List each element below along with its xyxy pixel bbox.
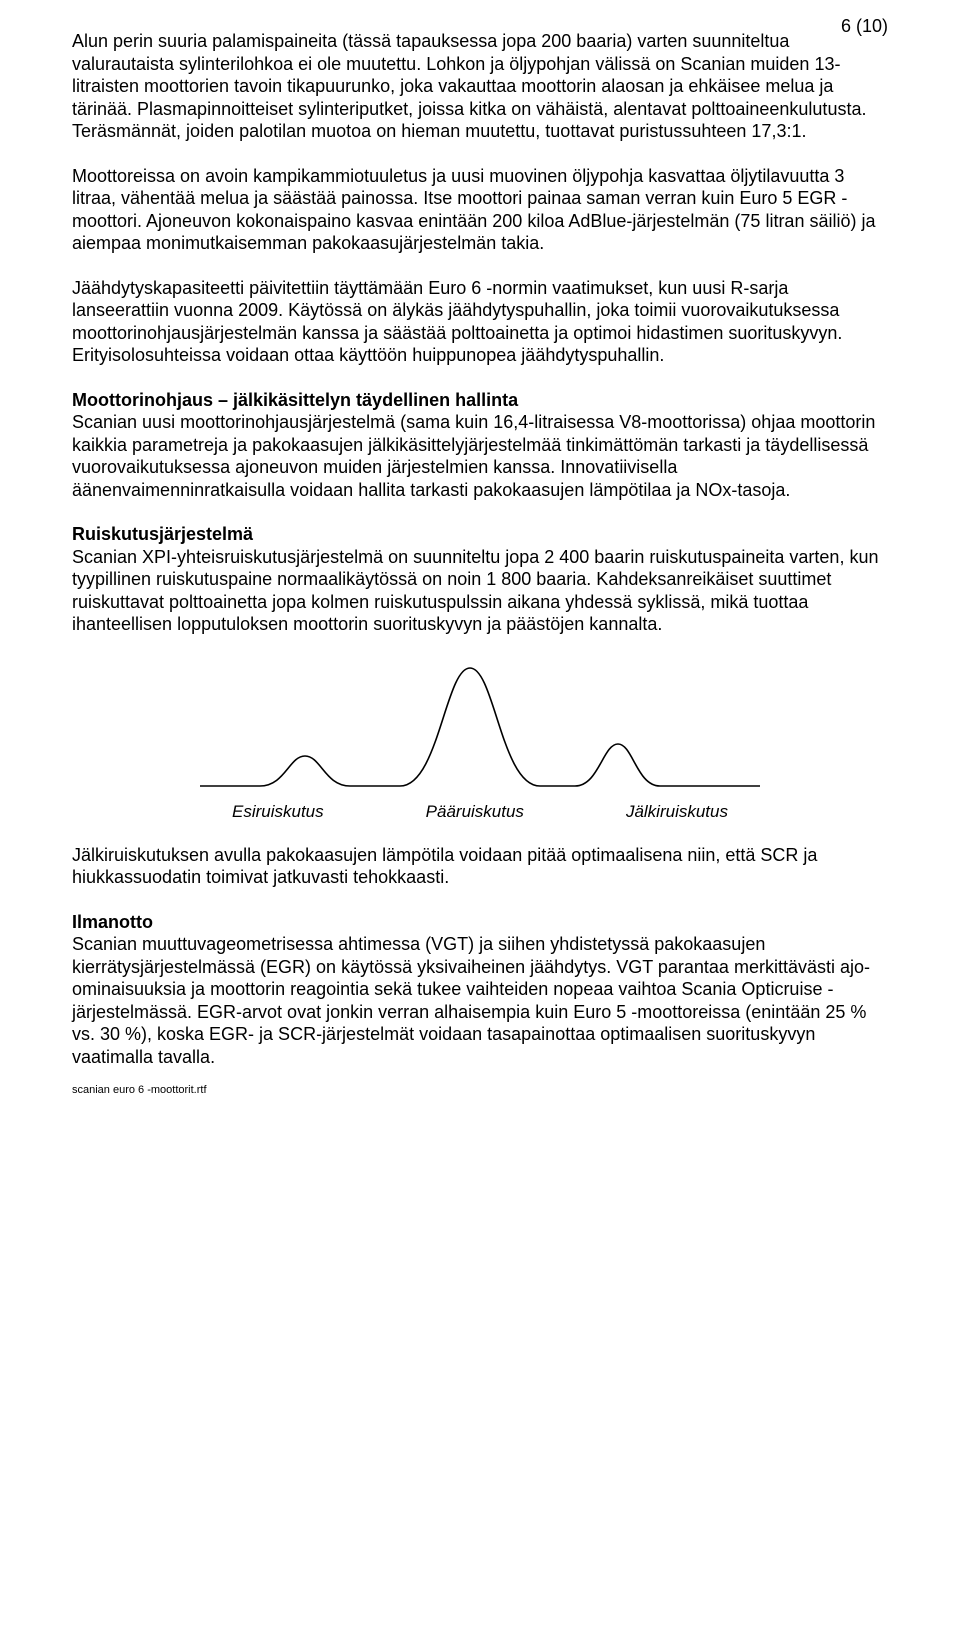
- heading-injection-system: Ruiskutusjärjestelmä: [72, 523, 888, 546]
- chart-label-main: Pääruiskutus: [426, 802, 524, 822]
- paragraph-1: Alun perin suuria palamispaineita (tässä…: [72, 30, 888, 143]
- paragraph-5: Scanian XPI-yhteisruiskutusjärjestelmä o…: [72, 546, 888, 636]
- footer-filename: scanian euro 6 -moottorit.rtf: [72, 1084, 207, 1096]
- page: 6 (10) Alun perin suuria palamispaineita…: [0, 0, 960, 1110]
- injection-pulse-chart: [200, 658, 760, 798]
- paragraph-3: Jäähdytyskapasiteetti päivitettiin täytt…: [72, 277, 888, 367]
- injection-pulse-svg: [200, 658, 760, 798]
- paragraph-6: Jälkiruiskutuksen avulla pakokaasujen lä…: [72, 844, 888, 889]
- heading-air-intake: Ilmanotto: [72, 911, 888, 934]
- paragraph-2: Moottoreissa on avoin kampikammiotuuletu…: [72, 165, 888, 255]
- paragraph-7: Scanian muuttuvageometrisessa ahtimessa …: [72, 933, 888, 1068]
- heading-engine-management: Moottorinohjaus – jälkikäsittelyn täydel…: [72, 389, 888, 412]
- paragraph-4: Scanian uusi moottorinohjausjärjestelmä …: [72, 411, 888, 501]
- chart-label-post: Jälkiruiskutus: [626, 802, 728, 822]
- chart-label-pre: Esiruiskutus: [232, 802, 324, 822]
- page-number: 6 (10): [841, 16, 888, 37]
- injection-pulse-labels: Esiruiskutus Pääruiskutus Jälkiruiskutus: [200, 802, 760, 822]
